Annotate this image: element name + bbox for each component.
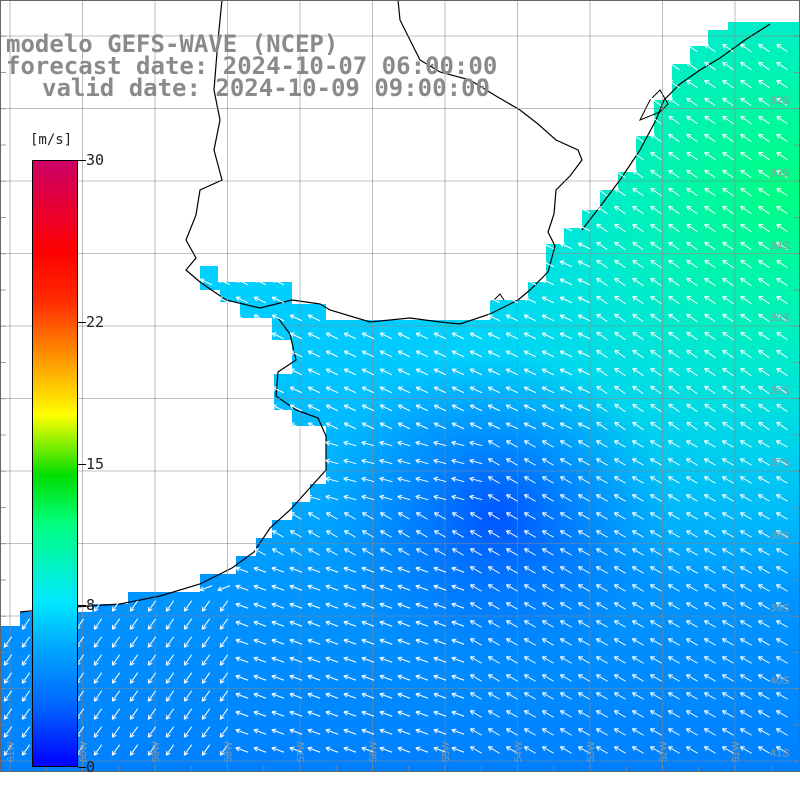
longitude-label: 54W (514, 741, 525, 762)
colorbar (32, 160, 78, 767)
coastline-east (581, 23, 771, 231)
coast-detail (493, 293, 505, 301)
longitude-label: 57W (296, 741, 307, 762)
latitude-label: 37S (770, 458, 790, 470)
model-title: modelo GEFS-WAVE (NCEP) (6, 30, 339, 58)
latitude-label: 39S (770, 603, 790, 615)
colorbar-tick-label: 30 (86, 151, 105, 169)
longitude-label: 56W (369, 741, 380, 762)
longitude-label: 58W (224, 741, 235, 762)
longitude-label: 53W (586, 741, 597, 762)
longitude-labels: 61W 60W 59W 58W 57W 56W 55W 54W 53W 52W 51W (6, 741, 742, 762)
colorbar-tick-label: 22 (86, 312, 105, 331)
latitude-label: 38S (770, 530, 790, 542)
latitude-label: 36S (770, 385, 790, 397)
latitude-label: 41S (770, 748, 790, 760)
longitude-label: 51W (731, 741, 742, 762)
longitude-label: 60W (79, 741, 90, 762)
longitude-label: 52W (659, 741, 670, 762)
latitude-label: 34S (770, 240, 790, 252)
colorbar-tick-label: 8 (86, 596, 96, 615)
colorbar-tick-mark (78, 463, 86, 465)
wind-arrows (3, 43, 788, 756)
coastline-south (19, 317, 327, 613)
colorbar-tick-label: 0 (86, 758, 96, 776)
colorbar-tick-mark (78, 767, 86, 768)
longitude-label: 59W (151, 741, 162, 762)
forecast-date: forecast date: 2024-10-07 06:00:00 (6, 52, 498, 80)
longitude-label: 55W (441, 741, 452, 762)
colorbar-tick-mark (78, 605, 86, 607)
wind-map: 32S 33S 34S 35S 36S 37S 38S 39S 40S 41S 61W 60W 59W 5… (0, 0, 800, 772)
latitude-labels: 32S 33S 34S 35S 36S 37S 38S 39S 40S 41S (770, 95, 790, 760)
latitude-label: 32S (770, 95, 790, 107)
latitude-label: 40S (770, 675, 790, 687)
map-panel: 32S 33S 34S 35S 36S 37S 38S 39S 40S 41S 61W 60W 59W 5… (0, 0, 800, 772)
colorbar-tick-label: 15 (86, 454, 105, 473)
lagoon-outline (638, 89, 669, 121)
coastline-north (185, 0, 583, 325)
latitude-label: 33S (770, 168, 790, 180)
colorbar-tick-mark (78, 160, 86, 161)
latitude-label: 35S (770, 313, 790, 325)
longitude-label: 61W (6, 741, 17, 762)
valid-date: valid date: 2024-10-09 09:00:00 (42, 74, 490, 102)
colorbar-tick-mark (78, 321, 86, 323)
colorbar-unit: [m/s] (30, 132, 73, 148)
